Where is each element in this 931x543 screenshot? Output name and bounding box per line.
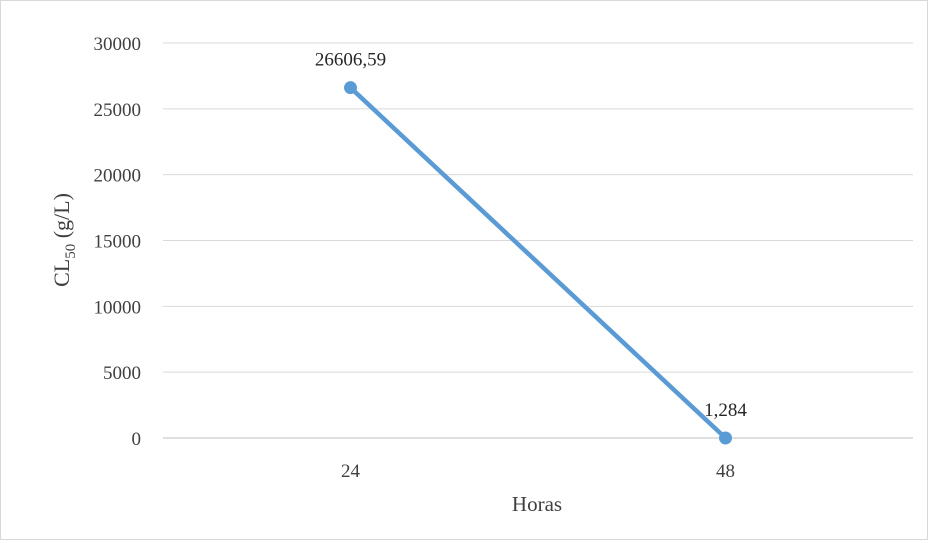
x-axis-title: Horas (512, 492, 562, 516)
y-axis-title-sub: 50 (63, 244, 79, 259)
x-tick-label: 24 (341, 461, 361, 482)
y-tick-label: 0 (132, 429, 142, 450)
y-tick-label: 10000 (94, 297, 142, 318)
series-line (348, 85, 728, 441)
x-tick-labels: 24 48 (341, 461, 735, 482)
y-axis-title-main: CL (49, 259, 74, 287)
data-point (719, 431, 732, 445)
y-tick-label: 25000 (94, 100, 142, 121)
y-axis-title: CL50 (g/L) (49, 193, 79, 287)
data-label: 26606,59 (315, 50, 386, 71)
series-layer (344, 81, 732, 445)
x-tick-label: 48 (716, 461, 735, 482)
gridlines (163, 42, 913, 439)
y-tick-label: 5000 (103, 363, 141, 384)
data-point (344, 81, 357, 95)
data-labels: 26606,59 1,284 (315, 50, 748, 421)
y-tick-label: 15000 (94, 232, 142, 253)
y-tick-labels: 0 5000 10000 15000 20000 25000 30000 (94, 34, 142, 450)
y-tick-label: 20000 (94, 166, 142, 187)
y-tick-label: 30000 (94, 34, 142, 55)
y-axis-title-rest: (g/L) (49, 193, 74, 244)
data-label: 1,284 (704, 400, 747, 421)
